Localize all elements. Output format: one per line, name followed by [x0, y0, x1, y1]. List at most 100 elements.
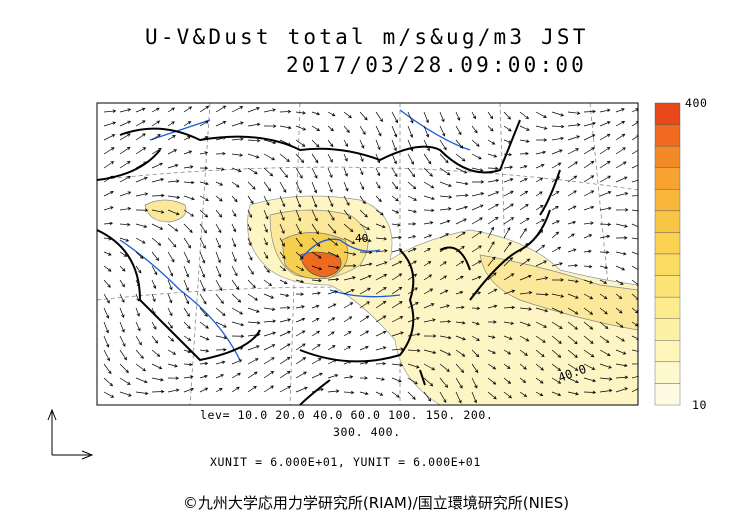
wind-arrow	[471, 231, 483, 239]
wind-arrow	[263, 307, 276, 311]
wind-arrow	[215, 265, 222, 278]
wind-arrow	[247, 358, 259, 365]
wind-arrow	[327, 331, 335, 337]
wind-arrow	[375, 153, 381, 164]
wind-arrow	[567, 148, 580, 155]
wind-arrow	[311, 358, 322, 365]
wind-arrow	[615, 108, 625, 113]
wind-arrow	[551, 136, 564, 141]
wind-arrow	[423, 261, 432, 267]
wind-arrow	[151, 237, 162, 246]
wind-arrow	[327, 167, 333, 179]
wind-arrow	[423, 303, 435, 309]
wind-arrow	[423, 167, 433, 177]
wind-arrow	[167, 209, 180, 216]
wind-arrow	[295, 167, 303, 179]
wind-arrow	[535, 219, 545, 225]
wind-arrow	[295, 265, 305, 271]
wind-arrow	[503, 321, 515, 325]
wind-arrow	[167, 376, 180, 380]
wind-arrow	[391, 377, 402, 383]
wind-arrow	[327, 209, 335, 221]
wind-arrow	[103, 206, 114, 211]
wind-arrow	[535, 321, 548, 328]
wind-arrow	[247, 107, 260, 113]
wind-arrow	[167, 163, 179, 169]
wind-arrow	[231, 293, 242, 303]
wind-arrow	[295, 237, 303, 248]
wind-arrow	[103, 377, 114, 387]
wind-arrow	[167, 363, 178, 368]
colorbar-band	[654, 210, 681, 233]
wind-arrow	[263, 108, 276, 113]
wind-arrow	[263, 237, 268, 246]
wind-arrow	[151, 133, 161, 141]
wind-arrow	[343, 316, 353, 323]
wind-arrow	[535, 276, 549, 281]
wind-arrow	[423, 248, 431, 253]
wind-arrow	[535, 363, 544, 371]
wind-arrow	[231, 195, 238, 203]
wind-arrow	[263, 279, 273, 287]
wind-arrow	[119, 307, 125, 318]
wind-arrow	[615, 363, 628, 368]
wind-arrow	[519, 335, 530, 342]
wind-arrow	[407, 363, 420, 369]
wind-arrow	[167, 195, 181, 199]
wind-arrow	[535, 307, 549, 313]
colorbar	[654, 102, 681, 406]
wind-arrow	[471, 391, 478, 404]
wind-arrow	[519, 377, 527, 383]
wind-arrow	[263, 319, 277, 323]
wind-arrow	[231, 346, 244, 351]
wind-arrow	[151, 148, 162, 155]
wind-arrow	[599, 108, 611, 113]
wind-arrow	[535, 125, 548, 130]
wind-arrow	[519, 178, 528, 183]
wind-arrow	[183, 265, 190, 278]
wind-arrow	[327, 290, 339, 295]
wind-arrow	[183, 136, 191, 141]
wind-arrow	[567, 349, 578, 358]
wind-arrow	[279, 386, 292, 393]
wind-arrow	[311, 181, 318, 194]
wind-arrow	[295, 357, 307, 365]
contour-label: 40	[355, 232, 368, 245]
wind-arrow	[503, 289, 516, 295]
wind-arrow	[391, 235, 402, 240]
wind-arrow	[135, 208, 149, 212]
wind-arrow	[487, 363, 497, 370]
wind-arrow	[535, 335, 546, 343]
wind-arrow	[279, 167, 288, 178]
wind-arrow	[535, 391, 544, 397]
wind-arrow	[407, 111, 414, 124]
wind-arrow	[279, 125, 292, 130]
wind-arrow	[471, 275, 482, 281]
wind-arrow	[311, 265, 323, 271]
wind-arrow	[311, 167, 318, 179]
wind-arrow	[455, 205, 468, 211]
wind-arrow	[167, 121, 175, 127]
wind-arrow	[311, 195, 318, 208]
wind-arrow	[519, 274, 532, 281]
wind-arrow	[455, 260, 465, 267]
wind-arrow	[215, 335, 228, 340]
wind-arrow	[215, 374, 225, 379]
wind-arrow	[583, 335, 594, 344]
wind-arrow	[103, 236, 113, 241]
wind-arrow	[551, 391, 562, 397]
wind-arrow	[583, 190, 595, 197]
wind-arrow	[215, 151, 226, 156]
wind-arrow	[471, 125, 478, 134]
wind-arrow	[151, 265, 158, 276]
wind-arrow	[327, 251, 340, 258]
wind-arrow	[103, 190, 114, 197]
wind-arrow	[199, 181, 209, 186]
wind-arrow	[455, 181, 469, 186]
wind-arrow	[263, 181, 272, 192]
wind-arrow	[343, 331, 352, 337]
wind-arrow	[311, 223, 319, 235]
wind-arrow	[359, 167, 364, 176]
wind-arrow	[599, 321, 609, 329]
wind-arrow	[391, 363, 404, 367]
